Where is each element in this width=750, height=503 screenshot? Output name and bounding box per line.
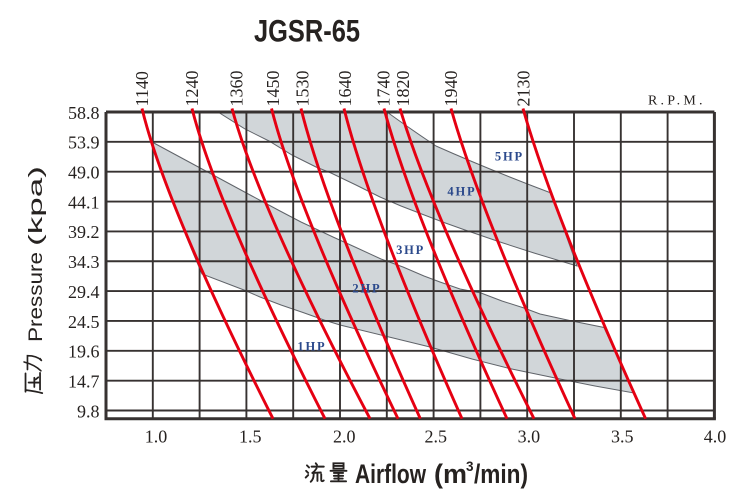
svg-text:(kpa): (kpa) (25, 166, 47, 246)
svg-text:49.0: 49.0 (68, 163, 100, 183)
svg-text:2.0: 2.0 (333, 427, 356, 447)
svg-text:1.0: 1.0 (145, 427, 168, 447)
svg-text:1360: 1360 (227, 71, 247, 107)
svg-text:1450: 1450 (263, 71, 283, 107)
svg-text:5HP: 5HP (495, 150, 524, 164)
svg-text:(m: (m (434, 459, 467, 489)
svg-text:1240: 1240 (182, 71, 202, 107)
svg-text:3: 3 (466, 459, 474, 474)
svg-text:1740: 1740 (374, 71, 394, 107)
svg-text:3HP: 3HP (396, 243, 425, 257)
svg-text:34.3: 34.3 (68, 252, 100, 272)
svg-text:4HP: 4HP (447, 184, 476, 198)
svg-text:2130: 2130 (514, 71, 534, 107)
svg-text:1820: 1820 (393, 71, 413, 107)
svg-text:2HP: 2HP (352, 282, 381, 296)
svg-text:Airflow: Airflow (355, 459, 427, 489)
svg-text:29.4: 29.4 (68, 282, 100, 302)
svg-text:58.8: 58.8 (68, 103, 100, 123)
svg-text:JGSR-65: JGSR-65 (254, 13, 360, 49)
svg-text:R.P.M.: R.P.M. (648, 94, 706, 109)
svg-text:39.2: 39.2 (68, 222, 100, 242)
svg-text:9.8: 9.8 (77, 401, 100, 421)
svg-text:19.6: 19.6 (68, 342, 100, 362)
svg-text:24.5: 24.5 (68, 312, 100, 332)
svg-text:1HP: 1HP (297, 340, 326, 354)
svg-text:14.7: 14.7 (68, 372, 100, 392)
svg-text:1140: 1140 (132, 71, 152, 106)
svg-text:1530: 1530 (292, 71, 312, 107)
svg-text:3.5: 3.5 (611, 427, 634, 447)
svg-text:1640: 1640 (335, 71, 355, 107)
svg-text:4.0: 4.0 (704, 427, 727, 447)
svg-text:53.9: 53.9 (68, 133, 100, 153)
svg-text:44.1: 44.1 (68, 192, 100, 212)
svg-text:3.0: 3.0 (518, 427, 541, 447)
svg-text:1940: 1940 (441, 71, 461, 107)
svg-text:2.5: 2.5 (424, 427, 447, 447)
svg-text:Pressure: Pressure (25, 252, 47, 342)
svg-text:1.5: 1.5 (239, 427, 262, 447)
svg-text:/min): /min) (474, 459, 528, 489)
